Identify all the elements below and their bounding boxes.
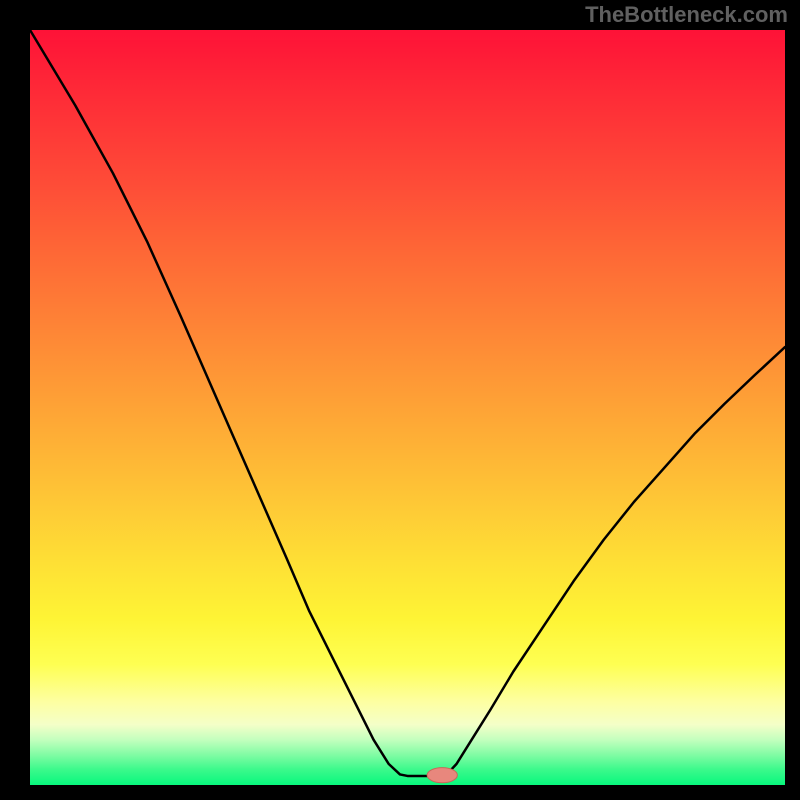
chart-container bbox=[30, 30, 785, 785]
chart-svg bbox=[30, 30, 785, 785]
optimal-marker bbox=[427, 768, 457, 783]
watermark-text: TheBottleneck.com bbox=[585, 2, 788, 28]
gradient-background bbox=[30, 30, 785, 785]
